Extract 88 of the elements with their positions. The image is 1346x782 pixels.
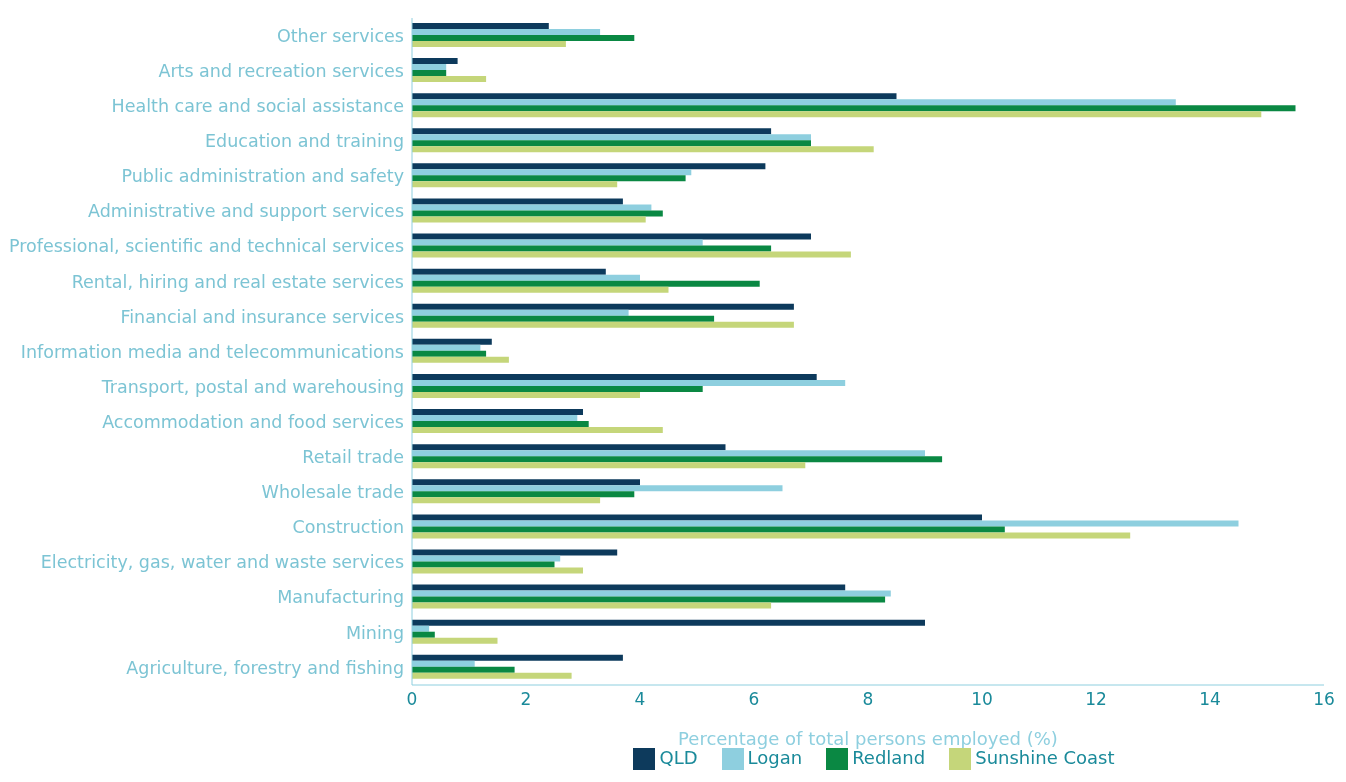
y-tick-label: Health care and social assistance: [111, 95, 404, 116]
bar: [412, 602, 772, 609]
bar: [412, 280, 760, 287]
bar: [412, 596, 886, 603]
y-tick-label: Information media and telecommunications: [20, 341, 404, 362]
bar: [412, 216, 646, 223]
bar: [412, 631, 435, 638]
bar: [412, 315, 715, 322]
bar: [412, 666, 515, 673]
x-tick-label: 6: [748, 689, 760, 710]
bar: [412, 105, 1296, 112]
bar: [412, 356, 509, 363]
bar: [412, 34, 635, 41]
bar: [412, 532, 1131, 539]
bar: [412, 140, 811, 147]
y-tick-label: Public administration and safety: [121, 166, 404, 187]
y-tick-label: Agriculture, forestry and fishing: [126, 657, 404, 678]
x-tick-label: 2: [520, 689, 532, 710]
bar: [412, 22, 549, 29]
x-tick-label: 4: [634, 689, 646, 710]
y-tick-label: Manufacturing: [277, 587, 404, 608]
bar: [412, 409, 583, 416]
legend-label: Redland: [852, 747, 926, 768]
bar: [412, 303, 794, 310]
x-tick-label: 16: [1313, 689, 1335, 710]
y-tick-label: Retail trade: [302, 447, 404, 468]
bar: [412, 76, 487, 83]
bar: [412, 268, 606, 275]
bar: [412, 444, 726, 451]
bar: [412, 146, 874, 153]
bar: [412, 427, 663, 434]
bar: [412, 245, 772, 252]
bar: [412, 391, 640, 398]
bar: [412, 497, 601, 504]
x-tick-label: 14: [1199, 689, 1221, 710]
bar: [412, 584, 846, 591]
bar: [412, 233, 811, 240]
y-tick-label: Rental, hiring and real estate services: [71, 271, 404, 292]
y-tick-label: Education and training: [205, 131, 404, 152]
y-tick-label: Professional, scientific and technical services: [8, 236, 404, 257]
y-tick-label: Construction: [292, 517, 404, 538]
y-tick-label: Accommodation and food services: [102, 411, 404, 432]
x-tick-label: 0: [406, 689, 418, 710]
bar: [412, 128, 772, 135]
bar: [412, 373, 817, 380]
x-tick-label: 10: [971, 689, 993, 710]
legend-label: QLD: [659, 747, 698, 768]
bar: [412, 163, 766, 170]
x-tick-label: 12: [1085, 689, 1107, 710]
bar: [412, 456, 943, 463]
bar: [412, 338, 492, 345]
bar: [412, 561, 555, 568]
bar: [412, 654, 623, 661]
y-tick-label: Arts and recreation services: [158, 60, 404, 81]
bar: [412, 286, 669, 293]
y-tick-label: Financial and insurance services: [120, 306, 404, 327]
y-tick-label: Mining: [345, 622, 404, 643]
bar: [412, 479, 640, 486]
bar: [412, 210, 663, 217]
x-tick-label: 8: [862, 689, 874, 710]
bar: [412, 321, 794, 328]
bar: [412, 251, 851, 258]
bar: [412, 198, 623, 205]
bar: [412, 421, 589, 428]
bar: [412, 70, 447, 77]
bar: [412, 491, 635, 498]
bar: [412, 350, 487, 357]
bar: [412, 58, 458, 65]
y-tick-label: Other services: [276, 25, 404, 46]
bar: [412, 40, 566, 47]
x-axis-title: Percentage of total persons employed (%): [678, 728, 1058, 749]
bar: [412, 385, 703, 392]
y-tick-label: Wholesale trade: [261, 482, 404, 503]
bar: [412, 93, 897, 100]
bar: [412, 637, 498, 644]
bar: [412, 672, 572, 679]
bar: [412, 175, 686, 182]
y-tick-label: Electricity, gas, water and waste services: [40, 552, 404, 573]
bar: [412, 111, 1262, 118]
bar: [412, 526, 1005, 533]
bar: [412, 462, 806, 469]
bar: [412, 619, 925, 626]
bar: [412, 514, 982, 521]
y-tick-label: Administrative and support services: [88, 201, 404, 222]
bar: [412, 549, 618, 556]
y-tick-label: Transport, postal and warehousing: [100, 376, 404, 397]
bar: [412, 567, 583, 574]
bar: [412, 181, 618, 188]
